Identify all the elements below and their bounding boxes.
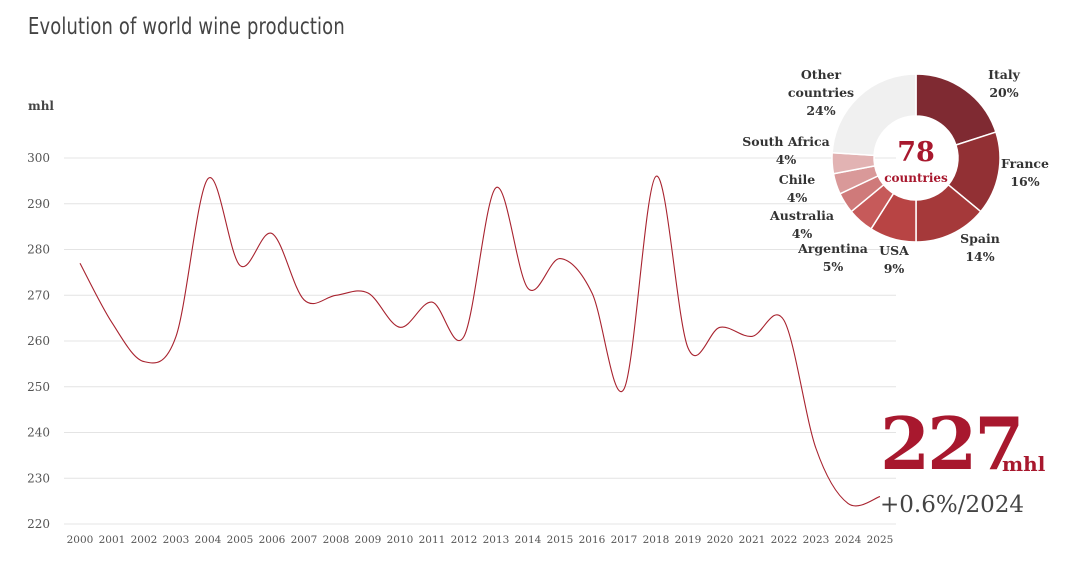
- grid-lines: [64, 157, 896, 525]
- x-tick-label: 2025: [867, 534, 894, 546]
- x-tick-label: 2012: [451, 534, 478, 546]
- x-tick-label: 2018: [643, 534, 670, 546]
- y-tick-label: 220: [27, 517, 50, 531]
- donut-slice-label: Chile 4%: [779, 172, 816, 205]
- x-tick-label: 2004: [195, 534, 222, 546]
- y-tick-label: 270: [27, 288, 50, 302]
- x-tick-label: 2016: [579, 534, 606, 546]
- x-tick-label: 2001: [99, 534, 126, 546]
- kpi-unit: mhl: [1002, 452, 1046, 476]
- producer-share-donut: [831, 73, 1001, 243]
- production-series-line: [79, 175, 881, 507]
- x-tick-label: 2023: [803, 534, 830, 546]
- x-axis-ticks: 2000 2001 2002 2003 2004 2005 2006 2007 2008 2009…: [67, 534, 894, 546]
- donut-slice-label: Australia 4%: [769, 208, 834, 241]
- x-tick-label: 2015: [547, 534, 574, 546]
- x-tick-label: 2000: [67, 534, 94, 546]
- donut-slice: [831, 73, 917, 157]
- donut-center-value: 78: [897, 137, 935, 168]
- x-tick-label: 2006: [259, 534, 286, 546]
- x-tick-label: 2007: [291, 534, 318, 546]
- kpi-value: 227: [880, 401, 1024, 486]
- donut-slice-label: Italy 20%: [988, 67, 1020, 100]
- x-tick-label: 2010: [387, 534, 414, 546]
- y-tick-label: 290: [27, 197, 50, 211]
- y-tick-label: 250: [27, 380, 50, 394]
- donut-slice-label: USA 9%: [879, 243, 909, 276]
- y-tick-label: 300: [27, 151, 50, 165]
- chart-title: Evolution of world wine production: [28, 14, 345, 40]
- y-tick-label: 260: [27, 334, 50, 348]
- x-tick-label: 2024: [835, 534, 862, 546]
- y-tick-label: 230: [27, 471, 50, 485]
- x-tick-label: 2022: [771, 534, 798, 546]
- x-tick-label: 2009: [355, 534, 382, 546]
- y-tick-label: 280: [27, 243, 50, 257]
- donut-slice-label: Argentina 5%: [797, 241, 868, 274]
- x-tick-label: 2019: [675, 534, 702, 546]
- donut-slice: [915, 73, 997, 146]
- donut-slice-label: South Africa 4%: [742, 134, 830, 167]
- x-tick-label: 2021: [739, 534, 766, 546]
- y-axis-unit-label: mhl: [28, 99, 54, 113]
- x-tick-label: 2013: [483, 534, 510, 546]
- x-tick-label: 2002: [131, 534, 158, 546]
- donut-slice-label: Other countries 24%: [788, 67, 854, 118]
- donut-labels: Italy 20% France 16% Spain 14% USA 9% Argentina 5…: [742, 67, 1049, 276]
- x-tick-label: 2014: [515, 534, 542, 546]
- y-axis-ticks: 220 230 240 250 260 270 280 290 300: [27, 151, 50, 531]
- x-tick-label: 2005: [227, 534, 254, 546]
- x-tick-label: 2003: [163, 534, 190, 546]
- x-tick-label: 2020: [707, 534, 734, 546]
- donut-center-label: countries: [884, 171, 948, 185]
- kpi-change: +0.6%/2024: [880, 492, 1024, 518]
- y-tick-label: 240: [27, 426, 50, 440]
- donut-slice-label: France 16%: [1001, 156, 1049, 189]
- x-tick-label: 2017: [611, 534, 638, 546]
- x-tick-label: 2008: [323, 534, 350, 546]
- donut-slice-label: Spain 14%: [960, 231, 1000, 264]
- x-tick-label: 2011: [419, 534, 446, 546]
